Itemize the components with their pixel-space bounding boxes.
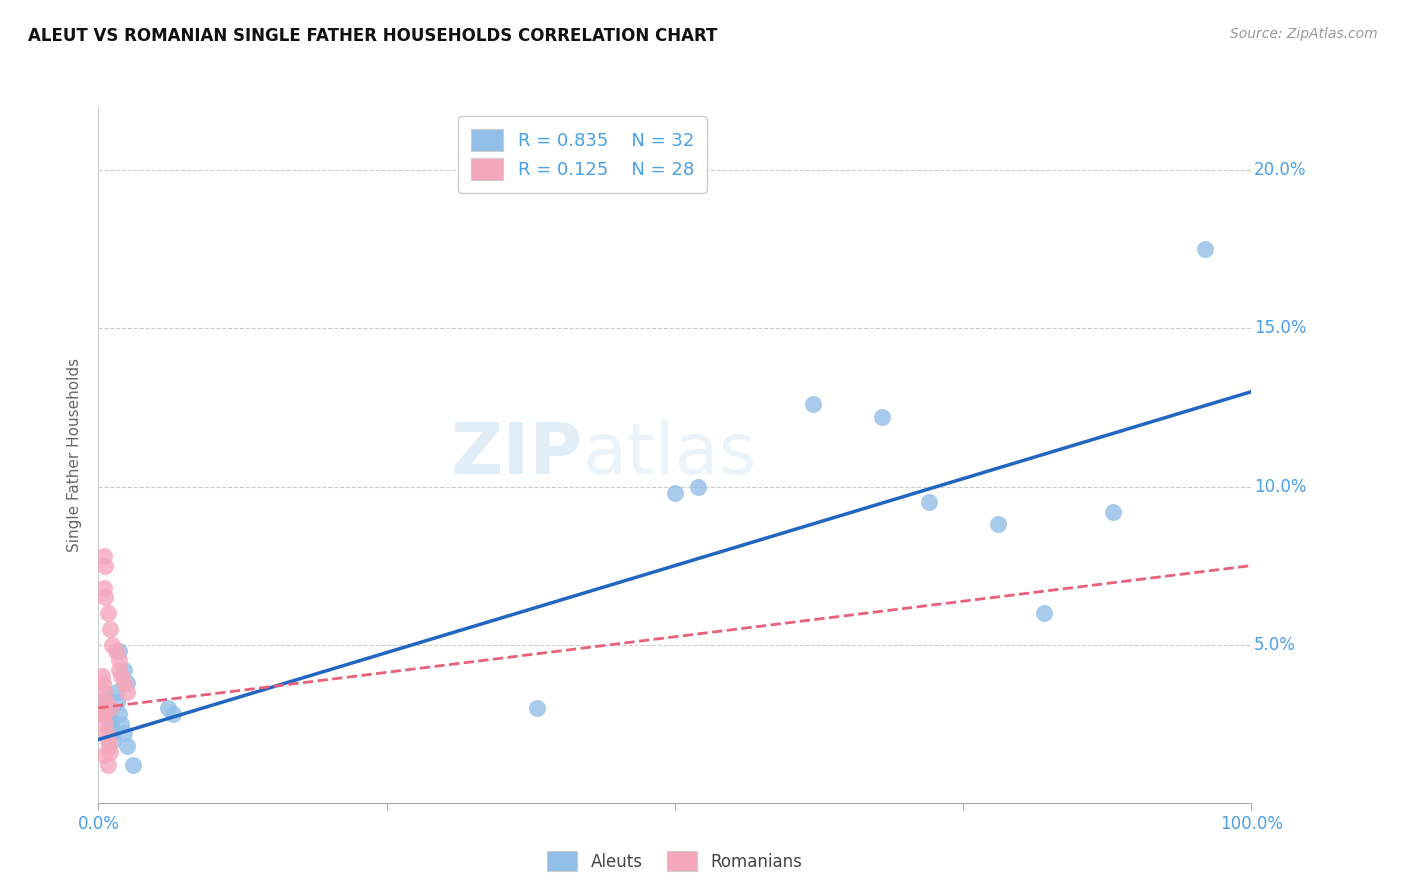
Text: 5.0%: 5.0%	[1254, 636, 1295, 654]
Point	[104, 685, 127, 699]
Point	[104, 644, 127, 658]
Point	[103, 732, 125, 747]
Point	[98, 622, 121, 636]
Point	[101, 726, 124, 740]
Point	[97, 757, 120, 772]
Point	[110, 669, 132, 683]
Point	[97, 701, 120, 715]
Point	[94, 701, 117, 715]
Point	[1194, 243, 1216, 257]
Point	[117, 739, 138, 753]
Point	[98, 701, 121, 715]
Point	[801, 397, 824, 411]
Point	[97, 707, 120, 722]
Point	[110, 716, 132, 731]
Text: 20.0%: 20.0%	[1254, 161, 1306, 179]
Point	[156, 701, 179, 715]
Point	[97, 739, 120, 753]
Point	[96, 691, 118, 706]
Point	[93, 549, 115, 563]
Point	[93, 581, 115, 595]
Point	[90, 701, 112, 715]
Point	[686, 479, 709, 493]
Point	[1102, 505, 1125, 519]
Text: 10.0%: 10.0%	[1254, 477, 1306, 496]
Point	[90, 669, 112, 683]
Point	[526, 701, 548, 715]
Point	[117, 675, 138, 690]
Point	[112, 675, 135, 690]
Point	[987, 517, 1010, 532]
Text: ZIP: ZIP	[450, 420, 582, 490]
Legend: Aleuts, Romanians: Aleuts, Romanians	[540, 845, 810, 878]
Point	[94, 716, 117, 731]
Point	[112, 726, 135, 740]
Point	[93, 685, 115, 699]
Point	[664, 486, 686, 500]
Point	[94, 558, 117, 573]
Point	[117, 685, 138, 699]
Point	[91, 707, 114, 722]
Point	[98, 714, 121, 728]
Point	[96, 695, 118, 709]
Point	[108, 644, 131, 658]
Point	[108, 707, 131, 722]
Text: ALEUT VS ROMANIAN SINGLE FATHER HOUSEHOLDS CORRELATION CHART: ALEUT VS ROMANIAN SINGLE FATHER HOUSEHOL…	[28, 27, 717, 45]
Point	[93, 707, 115, 722]
Point	[108, 653, 131, 667]
Point	[98, 745, 121, 759]
Point	[97, 732, 120, 747]
Point	[122, 757, 145, 772]
Point	[94, 591, 117, 605]
Point	[96, 726, 118, 740]
Point	[90, 701, 112, 715]
Point	[101, 638, 124, 652]
Point	[93, 748, 115, 763]
Text: 15.0%: 15.0%	[1254, 319, 1306, 337]
Point	[91, 675, 114, 690]
Point	[162, 707, 184, 722]
Point	[872, 409, 894, 424]
Point	[105, 695, 128, 709]
Text: atlas: atlas	[582, 420, 756, 490]
Point	[917, 495, 939, 509]
Y-axis label: Single Father Households: Single Father Households	[67, 358, 83, 552]
Point	[93, 707, 115, 722]
Point	[97, 606, 120, 620]
Text: Source: ZipAtlas.com: Source: ZipAtlas.com	[1230, 27, 1378, 41]
Point	[108, 663, 131, 677]
Point	[112, 663, 135, 677]
Point	[100, 716, 122, 731]
Point	[1032, 606, 1054, 620]
